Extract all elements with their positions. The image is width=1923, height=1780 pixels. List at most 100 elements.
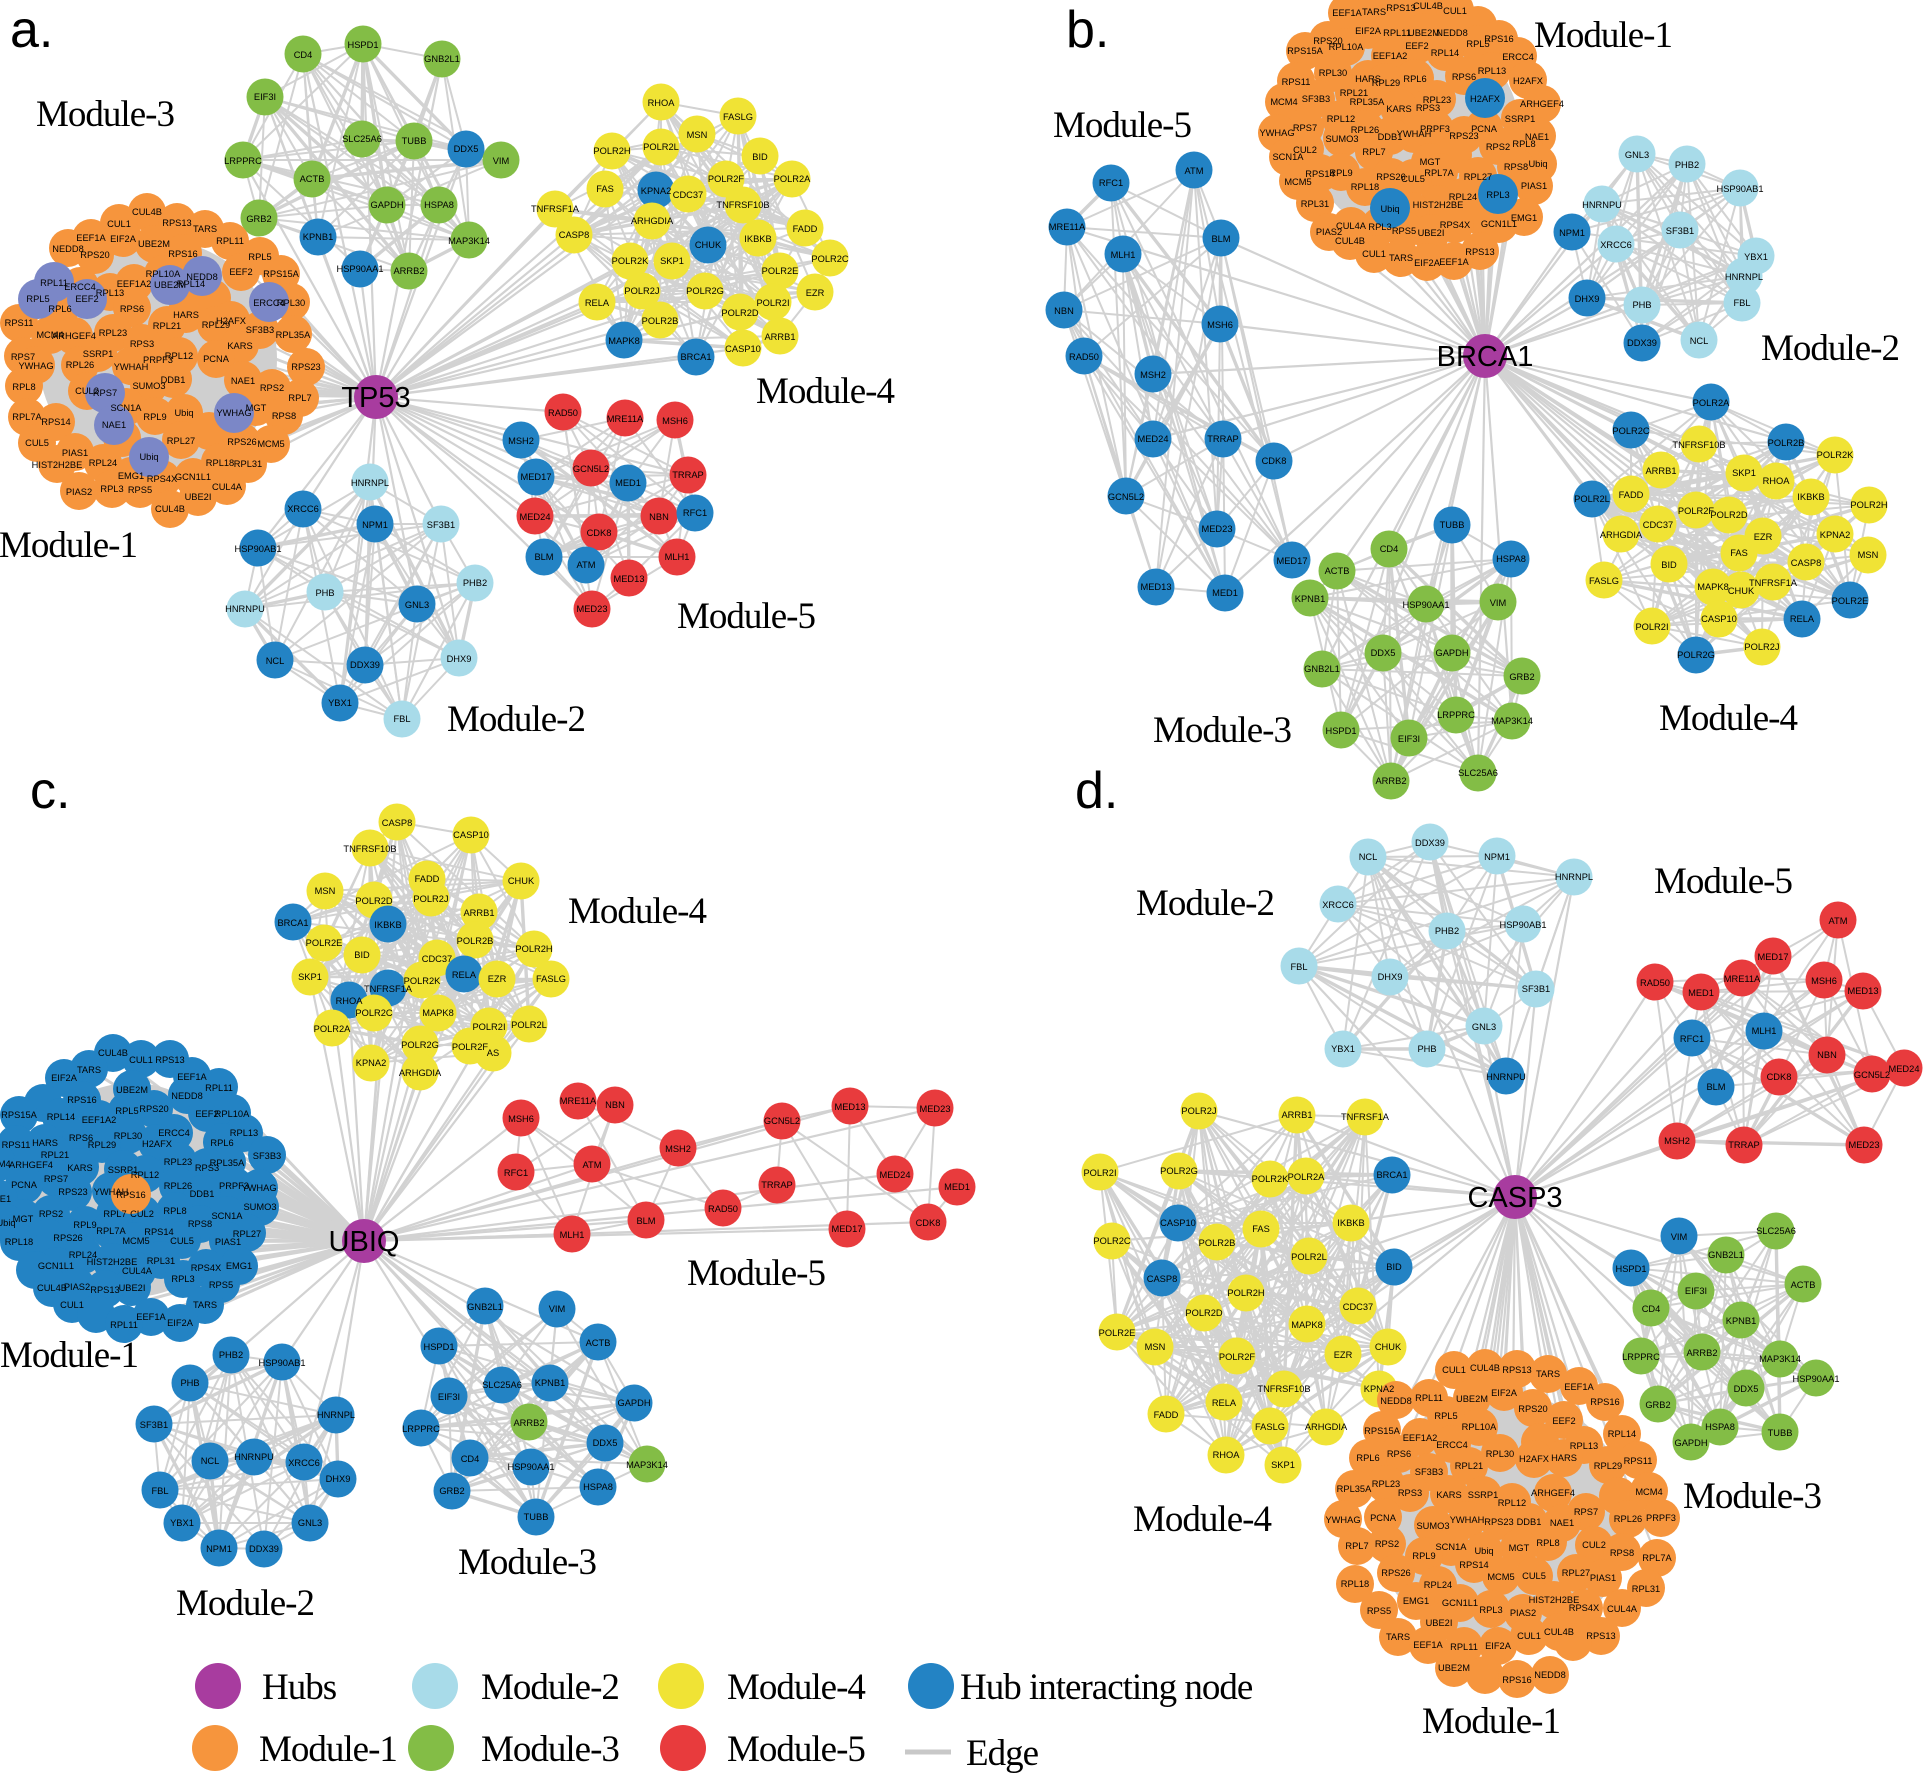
svg-text:H2AFX: H2AFX bbox=[1513, 76, 1543, 86]
svg-text:MSH2: MSH2 bbox=[508, 436, 534, 446]
svg-text:CASP3: CASP3 bbox=[1467, 1182, 1562, 1214]
svg-text:CUL1: CUL1 bbox=[1442, 1365, 1466, 1375]
svg-text:ACTB: ACTB bbox=[300, 174, 325, 184]
svg-text:RPS11: RPS11 bbox=[5, 318, 34, 328]
svg-text:RPS7: RPS7 bbox=[93, 388, 117, 398]
svg-text:NEDD8: NEDD8 bbox=[1436, 28, 1468, 38]
svg-text:MAP3K14: MAP3K14 bbox=[1491, 716, 1533, 726]
svg-text:KPNB1: KPNB1 bbox=[303, 232, 334, 242]
svg-text:YWHAG: YWHAG bbox=[241, 1183, 276, 1193]
svg-text:RPS5: RPS5 bbox=[1367, 1606, 1391, 1616]
svg-text:RPS14: RPS14 bbox=[144, 1227, 173, 1237]
svg-text:POLR2F: POLR2F bbox=[1219, 1352, 1255, 1362]
svg-text:KPNA2: KPNA2 bbox=[641, 186, 672, 196]
svg-text:PIAS2: PIAS2 bbox=[1510, 1608, 1536, 1618]
svg-text:HSP90AA1: HSP90AA1 bbox=[1792, 1374, 1839, 1384]
svg-text:MED23: MED23 bbox=[1201, 524, 1232, 534]
svg-text:PHB: PHB bbox=[180, 1378, 199, 1388]
svg-text:BLM: BLM bbox=[636, 1216, 655, 1226]
svg-text:FBL: FBL bbox=[393, 714, 410, 724]
svg-text:FASLG: FASLG bbox=[536, 974, 566, 984]
svg-text:PIAS1: PIAS1 bbox=[1590, 1573, 1616, 1583]
svg-text:NEDD8: NEDD8 bbox=[52, 244, 84, 254]
svg-text:RPL9: RPL9 bbox=[143, 412, 166, 422]
svg-text:CHUK: CHUK bbox=[1375, 1342, 1402, 1352]
svg-text:ATM: ATM bbox=[1185, 166, 1204, 176]
svg-text:GRB2: GRB2 bbox=[1509, 672, 1534, 682]
svg-text:RPS26: RPS26 bbox=[53, 1233, 82, 1243]
svg-text:RPS15A: RPS15A bbox=[263, 269, 299, 279]
svg-text:RPL24: RPL24 bbox=[1449, 192, 1477, 202]
svg-text:CASP8: CASP8 bbox=[382, 818, 413, 828]
svg-text:RPS20: RPS20 bbox=[1313, 36, 1342, 46]
svg-text:MLH1: MLH1 bbox=[560, 1230, 585, 1240]
svg-text:RPS3: RPS3 bbox=[1416, 103, 1440, 113]
svg-text:ATM: ATM bbox=[577, 560, 596, 570]
svg-text:TNFRSF1A: TNFRSF1A bbox=[1341, 1112, 1390, 1122]
svg-text:CD4: CD4 bbox=[1380, 544, 1399, 554]
svg-text:POLR2G: POLR2G bbox=[1677, 650, 1715, 660]
svg-text:Module-3: Module-3 bbox=[1683, 1476, 1821, 1517]
svg-text:PIAS1: PIAS1 bbox=[215, 1237, 241, 1247]
svg-text:SLC25A6: SLC25A6 bbox=[1458, 768, 1498, 778]
svg-text:RPS13: RPS13 bbox=[90, 1285, 119, 1295]
svg-text:RFC1: RFC1 bbox=[683, 508, 707, 518]
svg-text:RPS13: RPS13 bbox=[162, 218, 191, 228]
svg-text:Ubiq: Ubiq bbox=[139, 452, 158, 462]
svg-text:POLR2D: POLR2D bbox=[1185, 1308, 1222, 1318]
svg-text:EEF1A2: EEF1A2 bbox=[1403, 1433, 1438, 1443]
svg-text:RPL5: RPL5 bbox=[26, 294, 49, 304]
svg-text:PIAS1: PIAS1 bbox=[1521, 181, 1547, 191]
svg-text:FBL: FBL bbox=[1290, 962, 1307, 972]
svg-text:KARS: KARS bbox=[1386, 104, 1411, 114]
svg-text:EIF3I: EIF3I bbox=[1398, 734, 1420, 744]
svg-text:CUL4B: CUL4B bbox=[98, 1048, 128, 1058]
svg-text:SUMO3: SUMO3 bbox=[243, 1202, 276, 1212]
svg-text:PHB: PHB bbox=[315, 588, 334, 598]
svg-text:GNL3: GNL3 bbox=[298, 1518, 322, 1528]
svg-text:MSH2: MSH2 bbox=[1140, 370, 1166, 380]
svg-text:RPS7: RPS7 bbox=[1574, 1507, 1598, 1517]
svg-text:POLR2A: POLR2A bbox=[774, 174, 811, 184]
svg-text:EEF1A2: EEF1A2 bbox=[117, 279, 152, 289]
svg-text:H2AFX: H2AFX bbox=[216, 316, 246, 326]
svg-text:SKP1: SKP1 bbox=[1732, 468, 1756, 478]
svg-text:RPS16: RPS16 bbox=[1502, 1675, 1531, 1685]
svg-text:RPS20: RPS20 bbox=[139, 1104, 168, 1114]
svg-text:POLR2D: POLR2D bbox=[355, 896, 392, 906]
svg-text:DDX5: DDX5 bbox=[593, 1438, 618, 1448]
svg-text:KPNB1: KPNB1 bbox=[1726, 1316, 1757, 1326]
svg-text:RPS26: RPS26 bbox=[1376, 172, 1405, 182]
svg-text:TUBB: TUBB bbox=[1768, 1428, 1793, 1438]
svg-text:NAE1: NAE1 bbox=[231, 376, 255, 386]
svg-text:Module-1: Module-1 bbox=[0, 1335, 138, 1376]
svg-text:ATM: ATM bbox=[1829, 916, 1848, 926]
svg-text:DDX39: DDX39 bbox=[350, 660, 380, 670]
svg-text:SF3B3: SF3B3 bbox=[1415, 1467, 1443, 1477]
svg-text:TUBB: TUBB bbox=[402, 136, 427, 146]
svg-text:CUL5: CUL5 bbox=[170, 1236, 194, 1246]
svg-text:MED17: MED17 bbox=[1757, 952, 1788, 962]
svg-text:DHX9: DHX9 bbox=[447, 654, 472, 664]
svg-text:POLR2H: POLR2H bbox=[515, 944, 552, 954]
svg-text:POLR2L: POLR2L bbox=[511, 1020, 547, 1030]
svg-text:H2AFX: H2AFX bbox=[1470, 94, 1500, 104]
svg-text:MAP3K14: MAP3K14 bbox=[1759, 1354, 1801, 1364]
svg-text:NCL: NCL bbox=[1690, 336, 1709, 346]
svg-text:PRPF3: PRPF3 bbox=[1646, 1513, 1676, 1523]
svg-text:YBX1: YBX1 bbox=[1331, 1044, 1355, 1054]
svg-text:RPL6: RPL6 bbox=[1403, 74, 1426, 84]
svg-text:ARHGEF4: ARHGEF4 bbox=[9, 1160, 53, 1170]
svg-text:RPS23: RPS23 bbox=[1484, 1517, 1513, 1527]
svg-text:MSH2: MSH2 bbox=[1664, 1136, 1690, 1146]
svg-text:YWHAG: YWHAG bbox=[1259, 128, 1294, 138]
svg-text:RPL26: RPL26 bbox=[164, 1181, 192, 1191]
svg-text:CUL2: CUL2 bbox=[130, 1209, 154, 1219]
svg-text:NEDD8: NEDD8 bbox=[171, 1091, 203, 1101]
svg-text:RPL14: RPL14 bbox=[177, 279, 205, 289]
svg-text:FADD: FADD bbox=[1619, 490, 1644, 500]
svg-text:YWHAG: YWHAG bbox=[216, 408, 251, 418]
svg-text:Module-4: Module-4 bbox=[727, 1667, 865, 1708]
svg-text:NAE1: NAE1 bbox=[0, 1194, 11, 1204]
svg-text:POLR2I: POLR2I bbox=[1635, 622, 1668, 632]
